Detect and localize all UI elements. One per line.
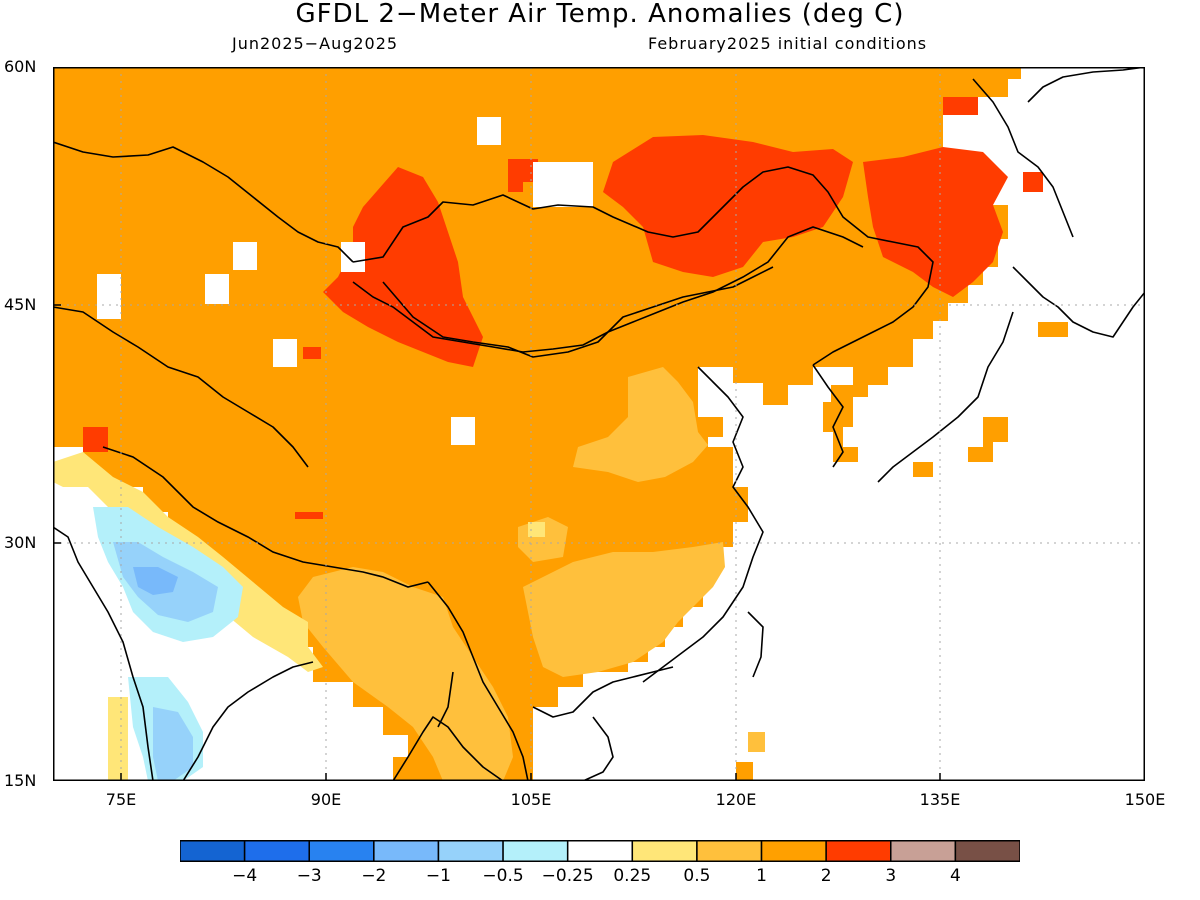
anomaly-region-mongolia-west [323,167,483,367]
anomaly-region-india-south-mid [153,707,193,781]
anomaly-region-india-cool-deep [133,567,178,595]
map-border [53,67,1145,781]
anomaly-region-taiwan [748,732,765,752]
lon-label-105e: 105E [510,790,552,809]
anomaly-region-himalaya-west [83,427,108,452]
colorbar-label: −0.5 [482,866,524,886]
country-borders [102,226,864,781]
anomaly-region-baikal [508,159,538,192]
lat-label-60n: 60N [4,57,37,76]
colorbar-swatch [437,840,504,862]
colorbar-swatch [502,840,569,862]
anomaly-region-india-south-warm [108,697,128,781]
colorbar-swatch [954,840,1020,862]
colorbar-label: 1 [756,866,767,886]
graticule [53,67,1145,781]
anomaly-region-tibet-spot [295,512,323,519]
colorbar-label: 0.5 [683,866,711,886]
colorbar-label: −4 [232,866,258,886]
anomaly-region-main [53,67,1021,781]
lon-label-90e: 90E [310,790,342,809]
colorbar [180,840,1020,862]
lon-label-150e: 150E [1124,790,1166,809]
lake-cell [273,339,297,367]
lake-cell [233,242,257,270]
colorbar-swatch [631,840,698,862]
colorbar-label: 2 [820,866,832,886]
anomaly-region-kamchatka-edge [943,97,978,115]
colorbar-swatch [825,840,892,862]
colorbar-label: −2 [361,866,387,886]
bohai-cell [698,367,733,417]
colorbar-label: 3 [885,866,897,886]
anomaly-region-sakhalin [1023,172,1043,192]
lat-label-30n: 30N [4,533,37,552]
colorbar-swatch [243,840,310,862]
lake-cell [97,274,121,319]
colorbar-label: −0.25 [541,866,594,886]
lon-label-75e: 75E [105,790,137,809]
lat-label-45n: 45N [4,295,37,314]
colorbar-swatch [180,840,246,862]
colorbar-swatch [890,840,957,862]
colorbar-swatch [566,840,634,862]
lake-cell [205,274,229,304]
lon-label-120e: 120E [715,790,757,809]
lake-cell [533,162,593,207]
colorbar-label: −3 [296,866,322,886]
colorbar-swatch [373,840,440,862]
anomaly-region-honshu [968,417,1008,462]
colorbar-label: −1 [425,866,451,886]
colorbar-label: 0.25 [613,866,652,886]
anomaly-region-sichuan-inner [528,522,545,537]
anomaly-region-luzon [736,762,753,781]
lat-label-15n: 15N [4,771,37,790]
lake-cell [451,417,475,445]
lon-label-135e: 135E [919,790,961,809]
anomaly-region-mongolia-east [603,135,853,277]
lake-cell [341,242,365,272]
colorbar-swatch [696,840,763,862]
coastlines [53,67,1145,781]
anomaly-region-east-china [573,367,708,482]
colorbar-swatch [760,840,827,862]
initial-conditions: February2025 initial conditions [648,34,928,53]
anomaly-region-south-china [523,542,725,677]
anomaly-map [53,67,1145,781]
anomaly-region-kazakh-spot [303,347,321,359]
anomaly-region-korea [823,385,858,462]
lake-cell [477,117,501,145]
map-title: GFDL 2−Meter Air Temp. Anomalies (deg C) [295,0,905,29]
colorbar-swatch [308,840,375,862]
anomaly-region-hokkaido [1038,322,1068,337]
tick-marks [53,304,941,781]
anomaly-region-manchuria [863,147,1008,297]
colorbar-label: 4 [949,866,961,886]
forecast-period: Jun2025−Aug2025 [232,34,399,53]
anomaly-region-southeast-asia [298,567,513,781]
anomaly-region-kyushu [913,462,933,477]
